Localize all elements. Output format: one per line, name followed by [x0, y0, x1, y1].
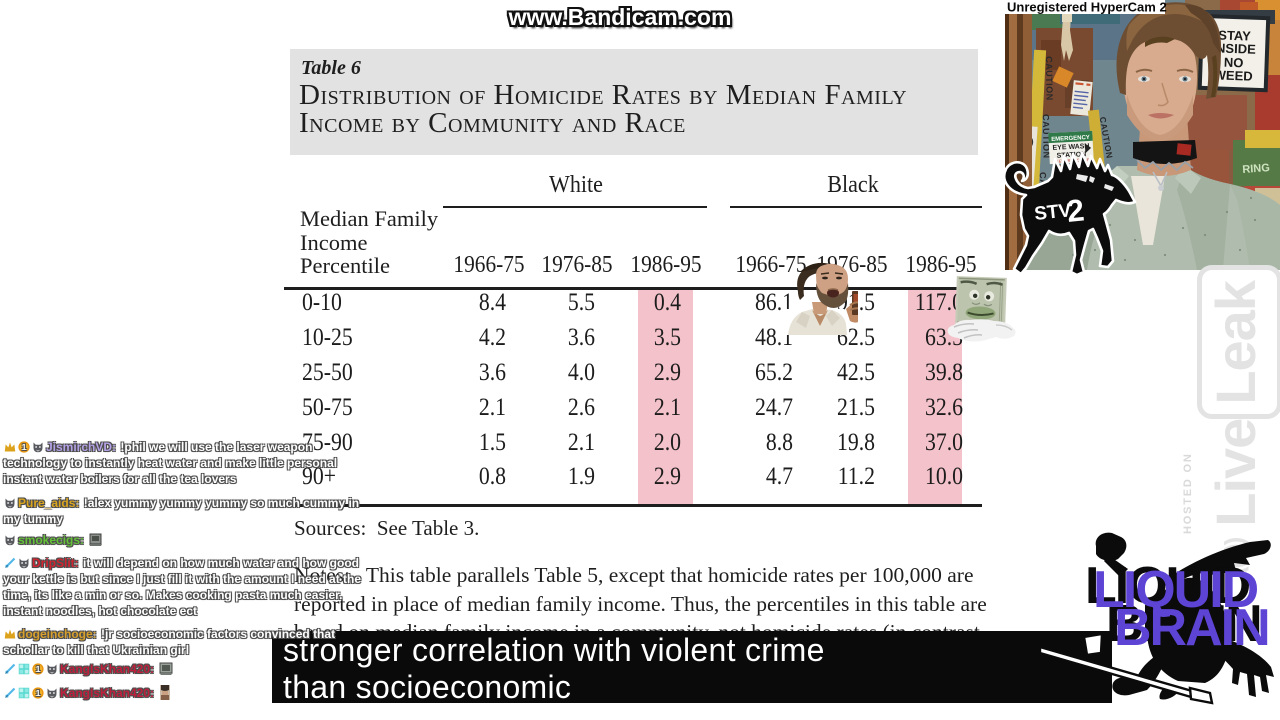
svg-text:2: 2: [1065, 192, 1086, 229]
svg-text:1: 1: [22, 443, 27, 452]
svg-text:1: 1: [36, 665, 41, 674]
svg-text:WEED: WEED: [1213, 67, 1252, 83]
svg-text:STV: STV: [1033, 200, 1072, 225]
svg-text:RING: RING: [1242, 162, 1270, 176]
svg-text:EMERGENCY: EMERGENCY: [1051, 135, 1090, 143]
svg-text:INSIDE: INSIDE: [1212, 40, 1256, 57]
svg-text:STAY: STAY: [1218, 27, 1251, 43]
svg-text:NO: NO: [1224, 55, 1244, 71]
svg-text:LIQUID: LIQUID: [1093, 561, 1258, 619]
svg-text:BRAIN: BRAIN: [1106, 595, 1261, 653]
svg-text:Unregistered HyperCam 2: Unregistered HyperCam 2: [1007, 0, 1167, 15]
svg-text:CAUTION: CAUTION: [1044, 56, 1055, 101]
svg-text:1: 1: [36, 689, 41, 698]
svg-text:BRAIN: BRAIN: [1114, 599, 1269, 657]
svg-text:EYE WASH: EYE WASH: [1052, 143, 1089, 152]
svg-text:CAUTION: CAUTION: [1041, 114, 1052, 159]
svg-text:LIQUID: LIQUID: [1085, 557, 1250, 615]
